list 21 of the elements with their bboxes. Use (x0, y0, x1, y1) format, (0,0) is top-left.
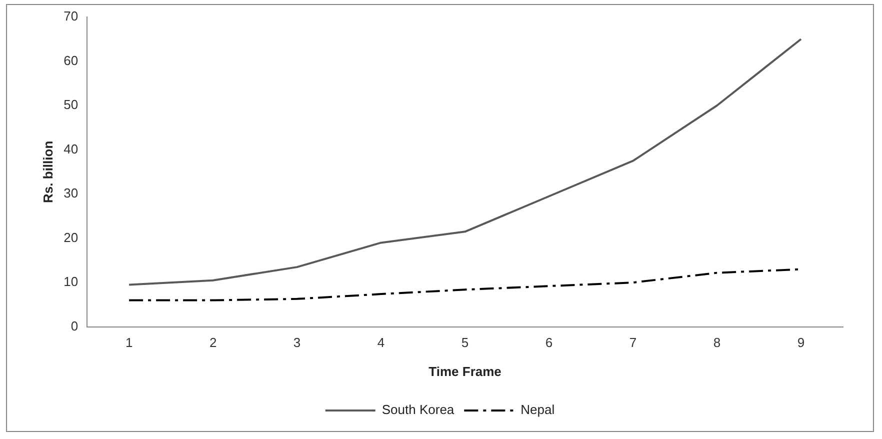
y-tick-label: 50 (64, 97, 78, 112)
x-tick-label: 8 (713, 335, 721, 350)
y-tick-label: 70 (64, 8, 78, 24)
x-tick-label: 2 (209, 335, 217, 350)
x-tick-label: 9 (797, 335, 805, 350)
legend-label: South Korea (382, 402, 455, 418)
x-tick-label: 4 (377, 335, 385, 350)
y-tick-label: 0 (70, 318, 78, 334)
y-tick-label: 20 (64, 230, 78, 245)
legend-label: Nepal (520, 402, 555, 418)
x-tick-label: 7 (629, 335, 637, 350)
x-tick-label: 1 (125, 335, 133, 350)
x-axis-title: Time Frame (428, 364, 502, 379)
y-tick-label: 40 (64, 141, 78, 156)
y-axis-title: Rs. billion (40, 140, 56, 203)
y-tick-label: 10 (64, 274, 78, 290)
y-tick-label: 30 (64, 186, 78, 201)
x-tick-label: 6 (545, 335, 553, 350)
y-tick-label: 60 (64, 52, 78, 68)
x-tick-label: 5 (461, 335, 469, 350)
x-tick-label: 3 (293, 335, 301, 350)
